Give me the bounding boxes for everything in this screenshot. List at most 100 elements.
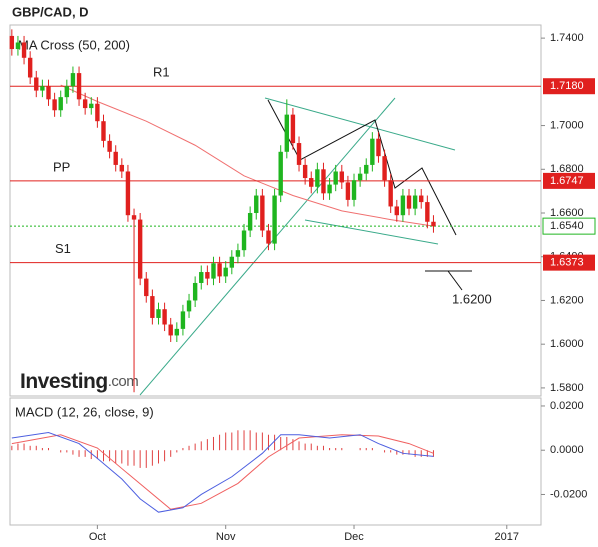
y-tick-label: 1.7000: [550, 119, 584, 131]
chart-title: GBP/CAD, D: [12, 4, 89, 19]
level-label: 1.7180: [550, 80, 584, 92]
candle-body: [34, 77, 39, 91]
y-tick-label: 0.0000: [550, 444, 584, 456]
candle-body: [351, 180, 357, 200]
candle-body: [247, 213, 253, 231]
y-tick-label: 1.6800: [550, 163, 584, 175]
candle-body: [76, 73, 82, 100]
level-box: [543, 78, 595, 95]
candle-body: [15, 42, 21, 50]
target-pointer: [447, 270, 463, 291]
x-tick-label: Oct: [89, 531, 106, 543]
candle-body: [406, 195, 412, 209]
candle-body: [382, 156, 387, 181]
candle-body: [89, 103, 94, 109]
candle-body: [58, 97, 63, 111]
candle-body: [156, 309, 161, 318]
candle-body: [309, 178, 314, 187]
candle-body: [357, 173, 363, 181]
candle-body: [394, 206, 399, 216]
y-tick-label: 1.6000: [550, 338, 584, 350]
candle-body: [217, 263, 222, 277]
candle-body: [211, 263, 216, 279]
candle-body: [95, 103, 100, 122]
y-tick-label: -0.0200: [550, 488, 587, 500]
candle-body: [137, 219, 143, 279]
candle-body: [40, 86, 45, 91]
watermark-suffix: .com: [108, 373, 139, 390]
candle-body: [290, 114, 296, 144]
candle-body: [327, 184, 332, 194]
candle-body: [345, 182, 351, 200]
candle-body: [46, 86, 51, 100]
candle-body: [70, 73, 76, 87]
candle-body: [388, 180, 393, 207]
candle-body: [412, 195, 418, 209]
annotation: 1.6200: [452, 291, 492, 306]
y-tick-label: 0.0200: [550, 400, 584, 412]
price-panel: [9, 24, 542, 397]
candle-body: [101, 121, 106, 141]
candle-body: [223, 267, 228, 277]
level-label: 1.6747: [550, 175, 584, 187]
candle-body: [113, 151, 118, 165]
watermark: Investing.com: [20, 370, 138, 393]
trend-line: [139, 97, 396, 396]
candle-body: [125, 171, 131, 216]
candle-body: [192, 282, 198, 301]
x-tick-label: Dec: [344, 531, 364, 543]
candle-body: [144, 278, 149, 297]
candle-body: [27, 57, 33, 78]
candle-body: [431, 221, 436, 227]
candle-body: [186, 300, 192, 312]
candle-body: [21, 42, 27, 58]
candle-body: [272, 195, 277, 244]
candle-body: [168, 324, 173, 336]
x-tick-label: 2017: [495, 531, 519, 543]
candle-body: [425, 202, 430, 222]
candle-body: [241, 230, 247, 251]
macd-title: MACD (12, 26, close, 9): [15, 404, 154, 419]
level-box: [543, 254, 595, 271]
candle-body: [229, 256, 235, 268]
candle-body: [339, 171, 344, 183]
candle-body: [119, 164, 125, 172]
candle-body: [364, 164, 369, 174]
level-box: [543, 172, 595, 189]
level-name: S1: [55, 241, 71, 256]
candle-body: [180, 311, 186, 329]
x-tick-label: Nov: [216, 531, 236, 543]
candle-body: [52, 99, 57, 111]
candle-body: [296, 143, 302, 165]
candle-body: [260, 195, 265, 231]
candle-body: [82, 99, 88, 109]
level-label: 1.6373: [550, 257, 584, 269]
candle-body: [321, 169, 326, 194]
channel-line: [264, 97, 456, 151]
level-name: PP: [53, 159, 70, 174]
y-tick-label: 1.5800: [550, 382, 584, 394]
current-price-box: [542, 217, 596, 235]
watermark-brand: Investing: [20, 370, 108, 393]
current-price-label: 1.6540: [550, 220, 584, 232]
macd-line: [11, 432, 434, 513]
candle-body: [107, 140, 112, 152]
candle-body: [302, 164, 308, 179]
moving-average: [60, 84, 434, 227]
candle-body: [254, 195, 259, 214]
candle-body: [333, 171, 338, 185]
subtitle: MA Cross (50, 200): [18, 37, 130, 52]
candle-body: [266, 230, 271, 244]
y-tick-label: 1.6200: [550, 294, 584, 306]
y-tick-label: 1.6600: [550, 207, 584, 219]
y-tick-label: 1.7400: [550, 32, 584, 44]
candle-body: [174, 328, 180, 336]
candle-body: [131, 215, 137, 220]
candle-body: [199, 272, 204, 283]
candle-body: [162, 309, 167, 325]
macd-panel: [9, 397, 542, 526]
candle-body: [205, 272, 210, 279]
candle-body: [400, 195, 406, 216]
candle-body: [278, 151, 283, 196]
candle-body: [315, 169, 320, 187]
